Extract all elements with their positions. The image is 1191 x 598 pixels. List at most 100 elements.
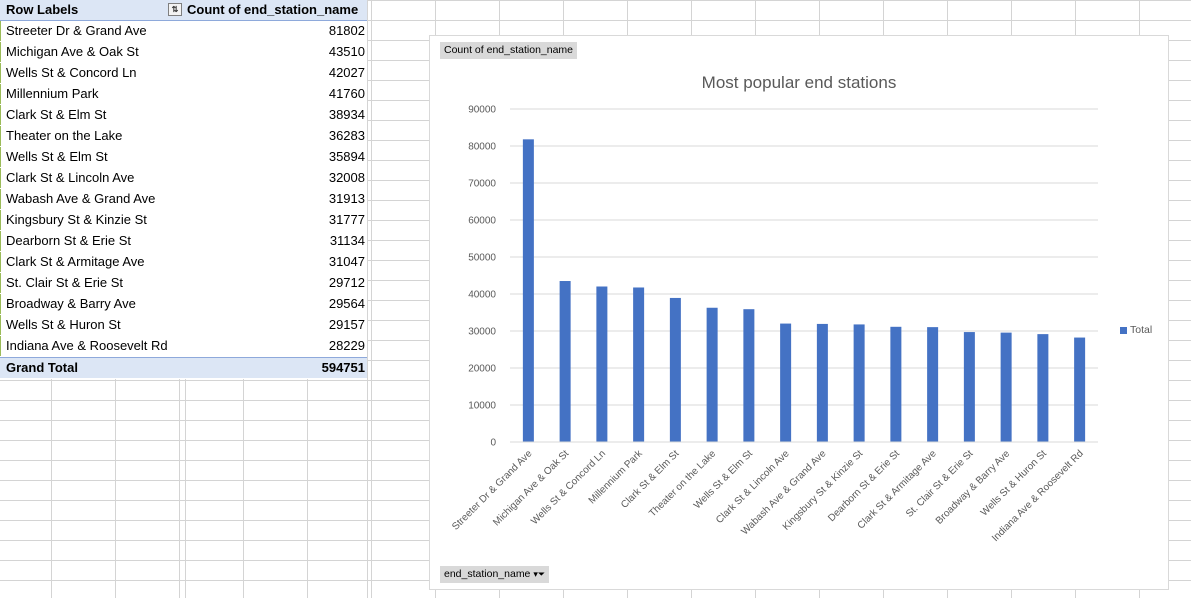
pivot-row-label: Clark St & Lincoln Ave <box>6 170 135 185</box>
pivot-row-value: 29157 <box>328 317 365 332</box>
x-tick-label: Wells St & Concord Ln <box>529 448 608 527</box>
x-tick-label: Dearborn St & Erie St <box>826 448 902 524</box>
pivot-row-label: Wells St & Huron St <box>6 317 121 332</box>
grand-total-label: Grand Total <box>6 360 78 375</box>
grand-total-row[interactable]: Grand Total 594751 <box>0 357 367 379</box>
axis-field-button[interactable]: end_station_name ▾⏷ <box>440 566 550 583</box>
pivot-row-label: Broadway & Barry Ave <box>6 296 136 311</box>
pivot-row-value: 41760 <box>328 86 365 101</box>
bar[interactable] <box>1037 334 1049 442</box>
pivot-row[interactable]: Wabash Ave & Grand Ave 31913 <box>0 189 367 210</box>
count-header[interactable]: Count of end_station_name <box>187 2 359 17</box>
x-tick-label: Clark St & Lincoln Ave <box>714 448 792 526</box>
pivot-row[interactable]: St. Clair St & Erie St 29712 <box>0 273 367 294</box>
pivot-row[interactable]: Streeter Dr & Grand Ave 81802 <box>0 21 367 42</box>
bar[interactable] <box>780 323 792 442</box>
pivot-row-label: Clark St & Armitage Ave <box>6 254 145 269</box>
x-tick-label: Broadway & Barry Ave <box>934 448 1013 527</box>
bar[interactable] <box>963 332 975 442</box>
pivot-row[interactable]: Wells St & Elm St 35894 <box>0 147 367 168</box>
y-tick-label: 70000 <box>468 179 496 190</box>
pivot-row[interactable]: Millennium Park 41760 <box>0 84 367 105</box>
pivot-row-value: 31777 <box>328 212 365 227</box>
bar[interactable] <box>633 287 645 442</box>
pivot-row-label: Wells St & Concord Ln <box>6 65 137 80</box>
chart-title: Most popular end stations <box>701 73 897 92</box>
pivot-row[interactable]: Indiana Ave & Roosevelt Rd 28229 <box>0 336 367 357</box>
y-tick-label: 10000 <box>468 401 496 412</box>
legend-swatch <box>1120 326 1127 334</box>
pivot-row-label: St. Clair St & Erie St <box>6 275 124 290</box>
y-tick-label: 50000 <box>468 253 496 264</box>
axis-field-label: end_station_name <box>444 568 531 580</box>
bar[interactable] <box>669 297 681 442</box>
bar[interactable] <box>522 139 534 442</box>
bar[interactable] <box>890 326 902 442</box>
pivot-row-label: Theater on the Lake <box>6 128 123 143</box>
pivot-row[interactable]: Dearborn St & Erie St 31134 <box>0 231 367 252</box>
pivot-row[interactable]: Clark St & Elm St 38934 <box>0 105 367 126</box>
y-tick-label: 20000 <box>468 364 496 375</box>
chart-plot-area: 0 10000 20000 30000 40000 50000 60000 70000 8000… <box>450 105 1098 544</box>
sort-filter-icon[interactable]: ⇅ <box>168 3 182 16</box>
pivot-row-label: Kingsbury St & Kinzie St <box>6 212 147 227</box>
pivot-row-value: 28229 <box>328 338 365 353</box>
pivot-row-label: Streeter Dr & Grand Ave <box>6 23 147 38</box>
bar[interactable] <box>816 323 828 442</box>
bar[interactable] <box>853 324 865 442</box>
pivot-row[interactable]: Michigan Ave & Oak St 43510 <box>0 42 367 63</box>
pivot-row[interactable]: Clark St & Lincoln Ave 32008 <box>0 168 367 189</box>
bar[interactable] <box>927 327 939 442</box>
bar[interactable] <box>596 286 608 442</box>
pivot-row[interactable]: Theater on the Lake 36283 <box>0 126 367 147</box>
bar[interactable] <box>1074 337 1086 442</box>
y-tick-label: 90000 <box>468 105 496 116</box>
grand-total-value: 594751 <box>321 360 365 375</box>
pivot-row-value: 35894 <box>328 149 365 164</box>
x-tick-label: Theater on the Lake <box>647 448 718 519</box>
pivot-row[interactable]: Broadway & Barry Ave 29564 <box>0 294 367 315</box>
pivot-row-value: 31134 <box>329 233 365 248</box>
pivot-row-value: 38934 <box>328 107 365 122</box>
pivot-row-value: 36283 <box>328 128 365 143</box>
x-tick-label: St. Clair St & Erie St <box>904 448 976 520</box>
pivot-row-label: Michigan Ave & Oak St <box>6 44 139 59</box>
pivot-row-label: Dearborn St & Erie St <box>6 233 131 248</box>
pivot-row[interactable]: Kingsbury St & Kinzie St 31777 <box>0 210 367 231</box>
legend-label: Total <box>1130 324 1153 336</box>
y-tick-label: 60000 <box>468 216 496 227</box>
y-tick-label: 40000 <box>468 290 496 301</box>
pivot-row-label: Wabash Ave & Grand Ave <box>6 191 156 206</box>
row-labels-header[interactable]: Row Labels <box>6 2 79 17</box>
pivot-row[interactable]: Wells St & Concord Ln 42027 <box>0 63 367 84</box>
bar[interactable] <box>1000 332 1012 442</box>
pivot-header-row[interactable]: Row Labels ⇅ Count of end_station_name <box>0 0 367 21</box>
value-field-button[interactable]: Count of end_station_name <box>440 42 578 59</box>
pivot-row[interactable]: Wells St & Huron St 29157 <box>0 315 367 336</box>
bar[interactable] <box>559 281 571 442</box>
filter-dropdown-icon[interactable]: ▾⏷ <box>533 569 546 579</box>
y-tick-label: 80000 <box>468 142 496 153</box>
bar[interactable] <box>743 309 755 442</box>
pivot-row-value: 29712 <box>328 275 365 290</box>
pivot-table[interactable]: Row Labels ⇅ Count of end_station_name S… <box>0 0 367 379</box>
pivot-row-value: 31913 <box>328 191 365 206</box>
pivot-row-label: Millennium Park <box>6 86 99 101</box>
y-tick-label: 30000 <box>468 327 496 338</box>
bar[interactable] <box>706 307 718 442</box>
pivot-row-value: 81802 <box>328 23 365 38</box>
pivot-row-value: 29564 <box>328 296 365 311</box>
pivot-row-value: 43510 <box>328 44 365 59</box>
pivot-chart[interactable]: Count of end_station_name Most popular e… <box>429 35 1169 590</box>
x-tick-label: Wells St & Huron St <box>979 448 1049 518</box>
pivot-rows: Streeter Dr & Grand Ave 81802 Michigan Ave… <box>0 21 367 357</box>
y-tick-label: 0 <box>490 438 496 449</box>
pivot-row-label: Clark St & Elm St <box>6 107 107 122</box>
pivot-row-label: Wells St & Elm St <box>6 149 108 164</box>
pivot-row-label: Indiana Ave & Roosevelt Rd <box>6 338 168 353</box>
pivot-row[interactable]: Clark St & Armitage Ave 31047 <box>0 252 367 273</box>
column-divider <box>367 0 368 598</box>
pivot-left-border <box>0 0 1 360</box>
pivot-row-value: 32008 <box>328 170 365 185</box>
pivot-row-value: 42027 <box>328 65 365 80</box>
